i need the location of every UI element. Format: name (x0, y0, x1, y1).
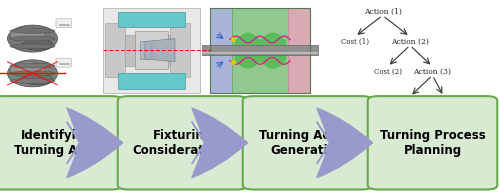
Ellipse shape (10, 63, 55, 68)
FancyBboxPatch shape (368, 96, 497, 190)
Bar (135, 31, 168, 69)
Text: Fixturing
Considerations: Fixturing Considerations (133, 129, 232, 157)
Ellipse shape (10, 44, 55, 49)
Bar (140, 41, 162, 59)
Ellipse shape (10, 71, 55, 76)
Text: Cost (2): Cost (2) (374, 67, 402, 75)
Ellipse shape (10, 28, 55, 33)
Polygon shape (145, 39, 175, 62)
Bar (125, 35, 135, 66)
Bar (202, 52, 318, 54)
Text: Cost (1): Cost (1) (341, 37, 369, 46)
FancyArrowPatch shape (67, 108, 122, 178)
Bar (118, 12, 185, 27)
FancyArrowPatch shape (192, 108, 248, 178)
Bar (160, 35, 170, 66)
Bar (105, 23, 125, 77)
Ellipse shape (22, 39, 52, 50)
Ellipse shape (8, 25, 58, 52)
Text: Action (2): Action (2) (391, 37, 429, 46)
Ellipse shape (10, 36, 55, 41)
Bar (102, 8, 200, 93)
Text: Turning Process
Planning: Turning Process Planning (380, 129, 486, 157)
FancyBboxPatch shape (56, 19, 72, 28)
FancyBboxPatch shape (0, 96, 122, 190)
Bar (170, 23, 190, 77)
Bar (118, 73, 185, 89)
FancyBboxPatch shape (242, 96, 372, 190)
Ellipse shape (10, 27, 45, 42)
Ellipse shape (22, 73, 52, 85)
Text: Cost (3): Cost (3) (396, 97, 424, 105)
Text: ...: ... (440, 97, 447, 105)
FancyArrowPatch shape (317, 108, 372, 178)
Ellipse shape (10, 79, 55, 83)
Bar (232, 8, 288, 93)
FancyBboxPatch shape (56, 58, 72, 67)
Bar (202, 45, 318, 55)
Text: Action (1): Action (1) (364, 8, 402, 16)
Text: Action (3): Action (3) (414, 67, 452, 75)
Ellipse shape (8, 60, 58, 87)
Text: Identifying
Turning Axes: Identifying Turning Axes (14, 129, 100, 157)
Ellipse shape (10, 62, 45, 77)
Text: Turning Action
Generation: Turning Action Generation (260, 129, 356, 157)
Bar (210, 8, 232, 93)
FancyBboxPatch shape (118, 96, 248, 190)
Bar (210, 8, 310, 93)
Bar (288, 8, 310, 93)
